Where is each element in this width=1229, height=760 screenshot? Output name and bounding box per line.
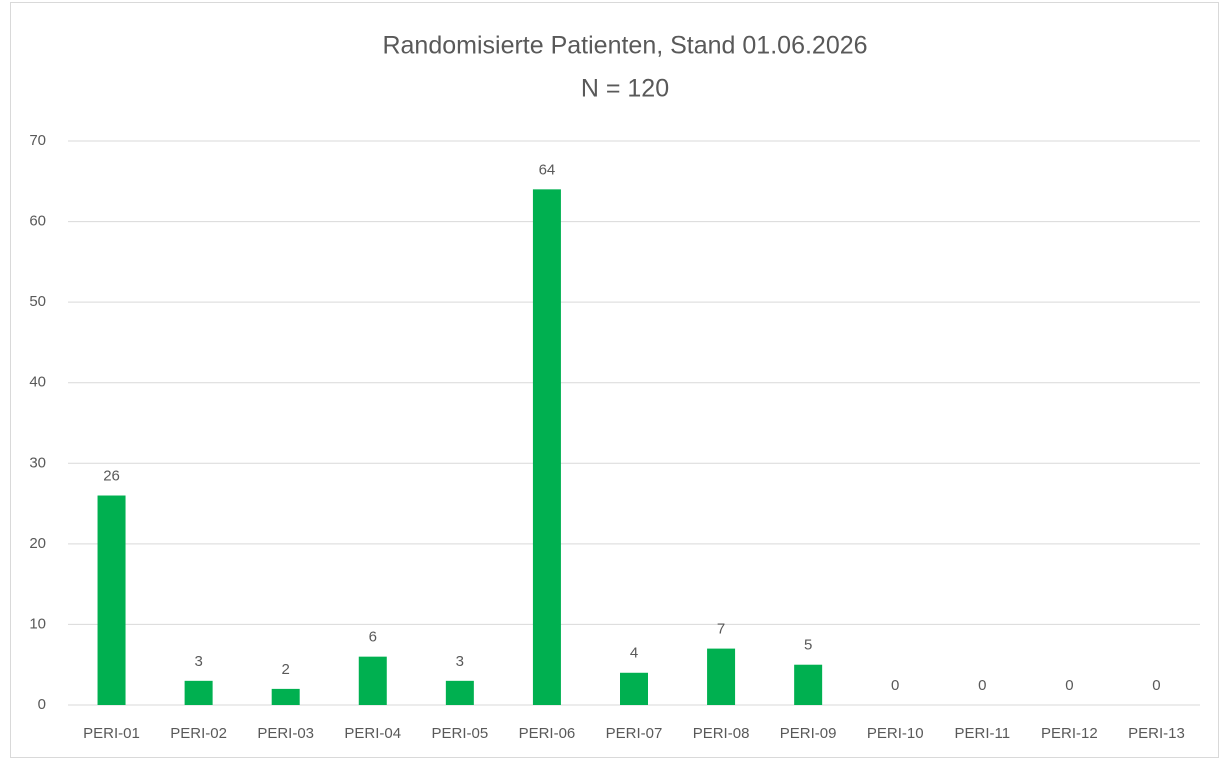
y-tick-label: 40: [29, 374, 46, 391]
bar: [271, 688, 300, 705]
x-tick-label: PERI-07: [606, 725, 663, 742]
x-tick-label: PERI-11: [955, 725, 1011, 742]
data-label: 0: [1152, 677, 1160, 694]
chart-title: Randomisierte Patienten, Stand 01.06.202…: [382, 32, 867, 60]
x-tick-label: PERI-02: [170, 725, 227, 742]
data-label: 6: [369, 629, 377, 646]
y-tick-label: 0: [38, 696, 46, 713]
data-label: 0: [1065, 677, 1073, 694]
x-tick-label: PERI-01: [83, 725, 140, 742]
x-tick-label: PERI-03: [257, 725, 314, 742]
bar: [445, 680, 474, 705]
x-tick-label: PERI-08: [693, 725, 750, 742]
y-tick-label: 60: [29, 213, 46, 230]
bar: [97, 495, 126, 705]
data-label: 26: [103, 467, 120, 484]
data-label: 0: [891, 677, 899, 694]
data-label: 4: [630, 645, 638, 662]
bar: [184, 680, 213, 705]
data-label: 2: [282, 661, 290, 678]
bar: [358, 656, 387, 705]
data-label: 3: [194, 653, 202, 670]
data-label: 64: [539, 161, 556, 178]
bar: [794, 664, 823, 705]
x-tick-label: PERI-05: [431, 725, 488, 742]
x-tick-label: PERI-06: [519, 725, 576, 742]
y-tick-label: 20: [29, 535, 46, 552]
bar: [620, 672, 648, 705]
chart-border: [10, 2, 1219, 758]
x-tick-label: PERI-04: [344, 725, 401, 742]
bar: [532, 189, 561, 706]
data-label: 7: [717, 621, 725, 638]
y-tick-label: 30: [29, 454, 46, 471]
bar: [707, 648, 736, 705]
y-tick-label: 50: [29, 293, 46, 310]
chart-subtitle: N = 120: [581, 75, 669, 103]
data-label: 5: [804, 637, 812, 654]
data-label: 0: [978, 677, 986, 694]
x-tick-label: PERI-10: [867, 725, 924, 742]
x-tick-label: PERI-09: [780, 725, 837, 742]
x-tick-label: PERI-12: [1041, 725, 1098, 742]
y-tick-label: 10: [29, 615, 46, 632]
x-tick-label: PERI-13: [1128, 725, 1185, 742]
y-tick-label: 70: [29, 132, 46, 149]
data-label: 3: [456, 653, 464, 670]
